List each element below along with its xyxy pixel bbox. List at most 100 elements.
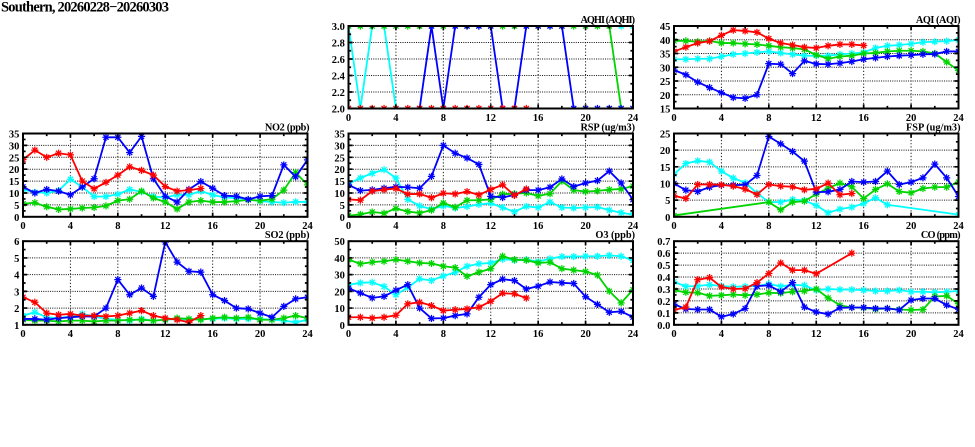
- svg-text:25: 25: [334, 153, 345, 164]
- svg-text:16: 16: [533, 113, 544, 124]
- svg-text:12: 12: [160, 221, 171, 232]
- svg-text:24: 24: [953, 221, 964, 232]
- svg-text:0.5: 0.5: [657, 261, 670, 272]
- svg-text:4: 4: [719, 221, 725, 232]
- svg-text:12: 12: [811, 113, 822, 124]
- svg-text:12: 12: [160, 329, 171, 340]
- svg-text:0: 0: [340, 321, 345, 332]
- svg-text:AQHI (AQHI): AQHI (AQHI): [580, 15, 635, 26]
- svg-text:0: 0: [340, 213, 345, 224]
- svg-text:2.8: 2.8: [332, 39, 345, 50]
- svg-text:20: 20: [334, 165, 345, 176]
- svg-text:0: 0: [14, 213, 19, 224]
- svg-text:24: 24: [628, 113, 639, 124]
- svg-text:0.3: 0.3: [657, 285, 670, 296]
- svg-text:0.4: 0.4: [657, 273, 671, 284]
- svg-text:10: 10: [660, 179, 671, 190]
- svg-text:2.6: 2.6: [332, 55, 345, 66]
- svg-text:24: 24: [953, 113, 964, 124]
- svg-text:0: 0: [20, 221, 25, 232]
- svg-text:8: 8: [766, 113, 771, 124]
- svg-text:6: 6: [14, 237, 19, 248]
- svg-text:4: 4: [719, 329, 725, 340]
- svg-text:8: 8: [441, 221, 446, 232]
- svg-text:0: 0: [671, 221, 676, 232]
- svg-text:4: 4: [68, 329, 74, 340]
- svg-text:35: 35: [660, 50, 671, 61]
- svg-text:RSP (ug/m3): RSP (ug/m3): [580, 122, 635, 133]
- svg-text:12: 12: [486, 221, 497, 232]
- svg-text:25: 25: [660, 130, 671, 141]
- svg-text:16: 16: [533, 221, 544, 232]
- svg-text:12: 12: [486, 113, 497, 124]
- svg-text:20: 20: [580, 221, 591, 232]
- svg-text:20: 20: [9, 165, 20, 176]
- svg-text:30: 30: [334, 141, 345, 152]
- svg-text:16: 16: [858, 113, 869, 124]
- svg-text:3.0: 3.0: [332, 22, 345, 33]
- svg-text:40: 40: [334, 254, 345, 265]
- svg-text:24: 24: [628, 221, 639, 232]
- svg-text:20: 20: [255, 221, 266, 232]
- svg-text:0: 0: [671, 329, 676, 340]
- svg-text:8: 8: [115, 221, 120, 232]
- svg-text:20: 20: [334, 287, 345, 298]
- svg-text:50: 50: [334, 237, 345, 248]
- svg-text:2.2: 2.2: [332, 88, 345, 99]
- svg-text:16: 16: [207, 329, 218, 340]
- svg-text:8: 8: [766, 329, 771, 340]
- svg-text:45: 45: [660, 22, 671, 33]
- svg-text:10: 10: [334, 189, 345, 200]
- svg-text:0: 0: [20, 329, 25, 340]
- svg-text:8: 8: [441, 113, 446, 124]
- svg-text:2.0: 2.0: [332, 105, 345, 116]
- svg-text:35: 35: [334, 130, 345, 141]
- svg-text:20: 20: [906, 221, 917, 232]
- svg-text:NO2 (ppb): NO2 (ppb): [265, 122, 310, 133]
- svg-text:24: 24: [953, 329, 964, 340]
- svg-text:40: 40: [660, 36, 671, 47]
- svg-text:24: 24: [302, 329, 313, 340]
- svg-text:5: 5: [14, 254, 19, 265]
- svg-text:5: 5: [340, 201, 345, 212]
- svg-text:16: 16: [858, 221, 869, 232]
- svg-text:4: 4: [68, 221, 74, 232]
- svg-text:10: 10: [9, 189, 20, 200]
- svg-text:8: 8: [766, 221, 771, 232]
- svg-text:0: 0: [665, 213, 670, 224]
- svg-text:2.4: 2.4: [332, 72, 346, 83]
- svg-text:20: 20: [580, 329, 591, 340]
- svg-text:20: 20: [660, 146, 671, 157]
- svg-text:20: 20: [580, 113, 591, 124]
- svg-text:4: 4: [393, 329, 399, 340]
- svg-text:4: 4: [14, 271, 20, 282]
- svg-text:20: 20: [660, 91, 671, 102]
- svg-text:25: 25: [9, 153, 20, 164]
- svg-text:24: 24: [628, 329, 639, 340]
- svg-text:0: 0: [671, 113, 676, 124]
- svg-text:30: 30: [9, 141, 20, 152]
- svg-text:12: 12: [486, 329, 497, 340]
- svg-text:CO (ppm): CO (ppm): [921, 230, 961, 241]
- svg-text:AQI (AQI): AQI (AQI): [916, 15, 961, 26]
- svg-text:0.2: 0.2: [657, 297, 670, 308]
- svg-text:3: 3: [14, 287, 19, 298]
- svg-text:4: 4: [393, 221, 399, 232]
- svg-text:24: 24: [302, 221, 313, 232]
- svg-text:0: 0: [346, 329, 351, 340]
- svg-text:0: 0: [346, 113, 351, 124]
- svg-text:Southern, 20260228−20260303: Southern, 20260228−20260303: [1, 0, 169, 16]
- svg-text:20: 20: [906, 113, 917, 124]
- svg-text:8: 8: [115, 329, 120, 340]
- svg-text:16: 16: [533, 329, 544, 340]
- svg-text:5: 5: [14, 201, 19, 212]
- svg-text:FSP (ug/m3): FSP (ug/m3): [906, 122, 961, 133]
- svg-text:15: 15: [660, 105, 671, 116]
- svg-text:4: 4: [393, 113, 399, 124]
- svg-text:16: 16: [858, 329, 869, 340]
- svg-text:20: 20: [255, 329, 266, 340]
- svg-text:12: 12: [811, 329, 822, 340]
- svg-text:4: 4: [719, 113, 725, 124]
- svg-text:35: 35: [9, 130, 20, 141]
- svg-text:15: 15: [660, 163, 671, 174]
